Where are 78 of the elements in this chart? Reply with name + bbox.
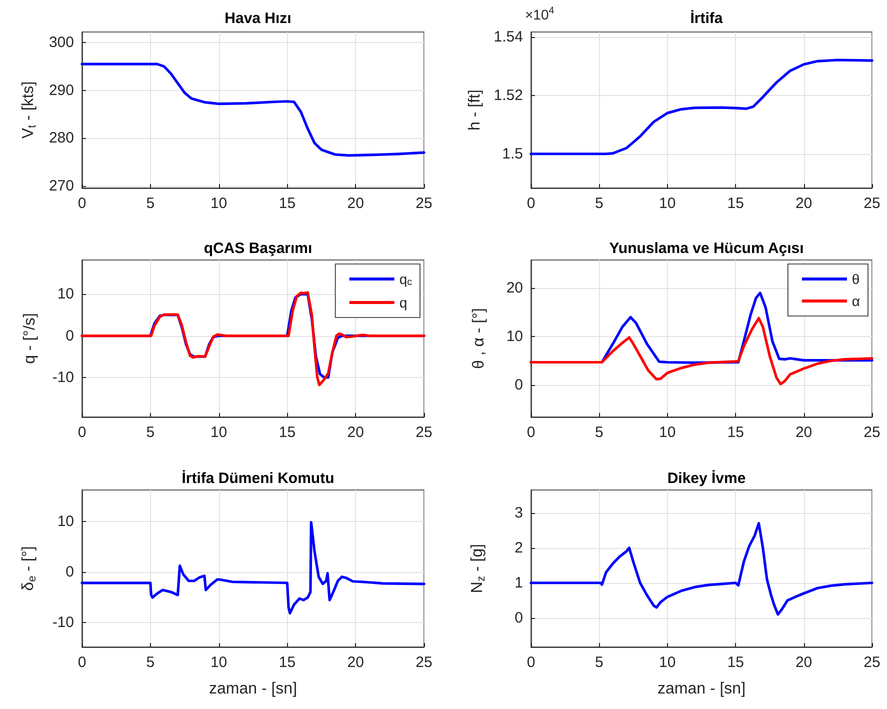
x-axis-title: zaman - [sn]: [657, 680, 746, 698]
x-tick-label: 25: [864, 195, 880, 212]
x-tick-label: 20: [347, 424, 364, 441]
y-axis-title: Nz - [g]: [469, 544, 488, 594]
x-tick-label: 20: [795, 195, 812, 212]
x-tick-label: 25: [864, 654, 880, 671]
x-axis-title: zaman - [sn]: [208, 680, 298, 698]
x-tick-label: 20: [347, 195, 364, 212]
chart-title: Hava Hızı: [224, 10, 292, 27]
y-tick-label: 2: [514, 539, 523, 556]
y-tick-label: 300: [48, 34, 74, 52]
y-tick-label: -10: [52, 614, 74, 631]
x-tick-label: 15: [278, 654, 296, 671]
y-tick-label: 0: [514, 609, 523, 626]
x-tick-label: 0: [78, 654, 86, 671]
chart-title: İrtifa Dümeni Komutu: [182, 470, 334, 487]
legend-label: α: [852, 293, 860, 309]
y-tick-label: 1.52: [494, 87, 523, 104]
y-axis-title: θ , α - [°]: [470, 308, 488, 369]
y-tick-label: 270: [48, 178, 74, 195]
y-tick-label: -10: [52, 368, 74, 386]
x-tick-label: 0: [78, 424, 86, 441]
y-tick-label: 290: [48, 82, 74, 99]
y-tick-label: 1.5: [502, 145, 523, 162]
chart-title: qCAS Başarımı: [204, 240, 312, 257]
y-tick-label: 10: [506, 328, 523, 346]
x-tick-label: 0: [526, 424, 536, 441]
chart-title: Yunuslama ve Hücum Açısı: [609, 240, 804, 257]
line-series: [530, 522, 874, 616]
line-series: [530, 58, 874, 156]
x-tick-label: 25: [416, 424, 432, 441]
y-tick-label: 280: [48, 130, 74, 147]
y-tick-label: 1: [514, 574, 523, 592]
y-tick-label: 10: [57, 286, 74, 303]
y-tick-label: 10: [57, 512, 74, 530]
line-series: [80, 62, 426, 157]
x-tick-label: 25: [864, 424, 880, 441]
x-tick-label: 5: [146, 654, 155, 671]
x-tick-label: 15: [727, 424, 744, 441]
x-tick-label: 25: [416, 654, 432, 671]
x-tick-label: 15: [278, 424, 296, 441]
x-tick-label: 0: [526, 654, 536, 671]
y-axis-title: Vt - [kts]: [20, 81, 38, 139]
x-tick-label: 5: [595, 654, 604, 671]
x-tick-label: 0: [526, 195, 536, 212]
x-tick-label: 5: [595, 424, 604, 441]
x-tick-label: 20: [795, 654, 812, 671]
y-axis-title: δe - [°]: [20, 546, 38, 591]
x-tick-label: 0: [78, 195, 86, 212]
y-tick-label: 1.54: [494, 28, 523, 46]
y-axis-title: q - [°/s]: [22, 313, 38, 364]
x-tick-label: 10: [659, 195, 676, 212]
x-tick-label: 20: [347, 654, 364, 671]
y-tick-label: 0: [66, 327, 74, 344]
x-tick-label: 5: [595, 195, 604, 212]
x-tick-label: 25: [416, 195, 432, 212]
y-tick-label: 20: [506, 280, 523, 297]
x-tick-label: 10: [210, 654, 228, 671]
x-tick-label: 10: [210, 424, 228, 441]
x-tick-label: 5: [146, 424, 155, 441]
x-tick-label: 15: [727, 195, 744, 212]
chart-title: Dikey İvme: [667, 470, 746, 487]
y-axis-title: h - [ft]: [466, 90, 484, 130]
x-tick-label: 20: [795, 424, 812, 441]
legend-label: θ: [852, 271, 860, 287]
x-tick-label: 10: [210, 195, 228, 212]
chart-title: İrtifa: [690, 10, 724, 27]
x-tick-label: 10: [659, 424, 676, 441]
y-tick-label: 3: [514, 504, 523, 522]
x-tick-label: 10: [659, 654, 676, 671]
y-tick-label: 0: [514, 376, 523, 394]
legend-label: q: [399, 294, 408, 310]
y-tick-label: 0: [66, 563, 74, 580]
line-series: [530, 316, 874, 386]
x-tick-label: 15: [278, 195, 296, 212]
x-tick-label: 15: [727, 654, 744, 671]
x-tick-label: 5: [146, 195, 155, 212]
line-series: [80, 521, 426, 614]
